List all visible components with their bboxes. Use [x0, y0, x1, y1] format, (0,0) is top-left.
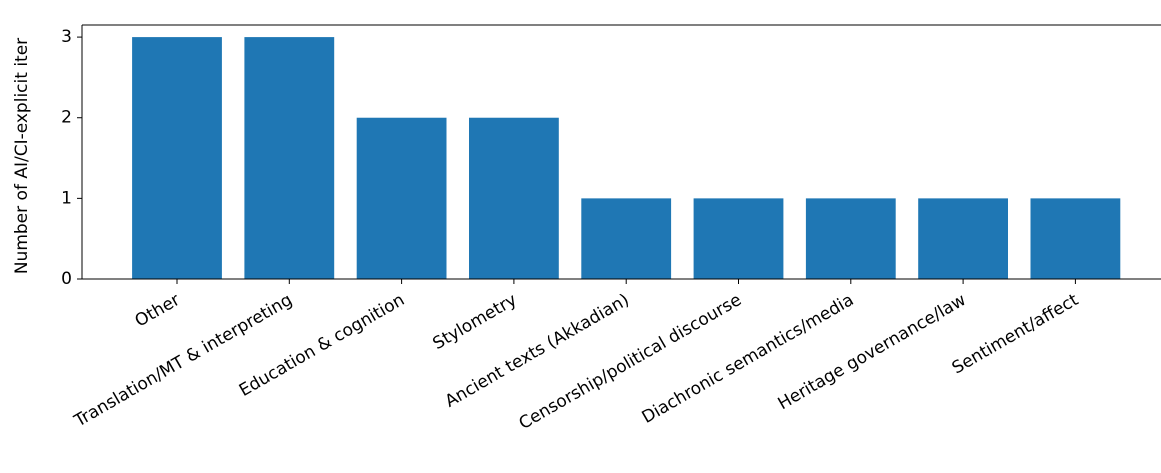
x-tick-label-5: Censorship/political discourse — [516, 290, 745, 434]
x-tick-label-4: Ancient texts (Akkadian) — [442, 290, 633, 412]
plot-frame — [81, 24, 1161, 280]
bar-0 — [132, 37, 222, 279]
x-tick-label-3: Stylometry — [430, 290, 521, 354]
y-tick-label-2: 2 — [61, 108, 72, 128]
bar-4 — [581, 198, 672, 279]
bar-2 — [356, 117, 447, 279]
bar-5 — [693, 198, 784, 279]
x-tick-label-7: Heritage governance/law — [775, 290, 970, 414]
bar-3 — [469, 117, 559, 279]
bar-6 — [805, 198, 896, 279]
bar-1 — [244, 37, 335, 279]
y-axis-label: Number of AI/CI-explicit iter — [12, 38, 32, 274]
x-tick-label-6: Diachronic semantics/media — [639, 290, 858, 428]
y-tick-label-1: 1 — [61, 188, 72, 208]
x-tick-label-0: Other — [132, 290, 184, 331]
x-tick-label-1: Translation/MT & interpreting — [70, 290, 296, 432]
x-tick-label-8: Sentiment/affect — [949, 290, 1082, 379]
bars-layer — [132, 37, 1121, 279]
bar-8 — [1030, 198, 1121, 279]
bar-7 — [918, 198, 1008, 279]
y-axis: 0 1 2 3 — [61, 27, 82, 289]
y-tick-label-3: 3 — [61, 27, 72, 47]
y-tick-label-0: 0 — [61, 269, 72, 289]
